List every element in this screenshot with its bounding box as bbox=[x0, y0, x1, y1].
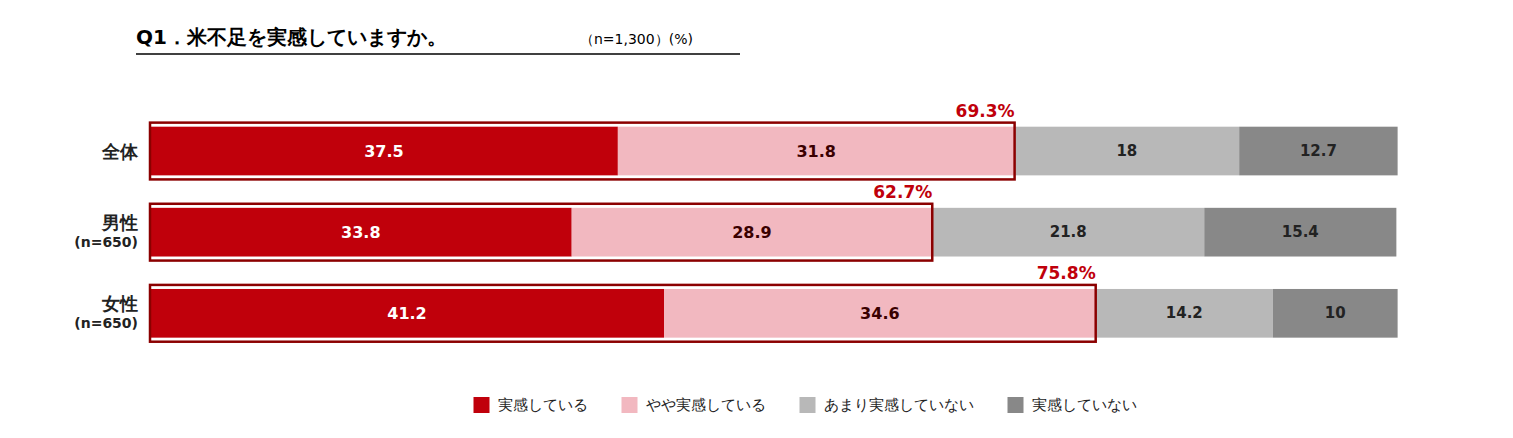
legend-label: やや実感している bbox=[646, 396, 766, 414]
bar-segment bbox=[664, 289, 1096, 338]
title: Q1．米不足を実感していますか。 bbox=[136, 25, 447, 49]
data-label: 12.7 bbox=[1300, 142, 1337, 160]
data-label: 41.2 bbox=[387, 304, 426, 323]
title-underline bbox=[136, 53, 740, 55]
bar-segment bbox=[618, 127, 1015, 176]
legend-label: 実感している bbox=[498, 396, 588, 414]
legend: 実感している やや実感している あまり実感していない 実感していない bbox=[474, 396, 1137, 414]
legend-swatch bbox=[622, 397, 638, 413]
bar-segment bbox=[150, 208, 572, 257]
chart-svg: Q1．米不足を実感していますか。 （n=1,300）(%) 37.5 31.8 18 12… bbox=[0, 0, 1513, 438]
data-label: 33.8 bbox=[341, 223, 380, 242]
legend-swatch bbox=[1008, 397, 1024, 413]
data-labels: 37.5 31.8 18 12.7 69.3% 33.8 28.9 21.8 15.4 62.7%… bbox=[341, 101, 1346, 323]
bar-segment bbox=[150, 127, 618, 176]
data-label: 21.8 bbox=[1050, 223, 1087, 241]
annotation: 62.7% bbox=[873, 182, 932, 202]
data-label: 14.2 bbox=[1166, 304, 1203, 322]
category-label: 全体 bbox=[101, 141, 139, 162]
combined-box bbox=[150, 123, 1015, 180]
bar-segment bbox=[572, 208, 933, 257]
data-label: 28.9 bbox=[732, 223, 771, 242]
background bbox=[0, 0, 1513, 438]
category-label: 男性(n=650) bbox=[74, 212, 138, 251]
bars bbox=[150, 127, 1398, 338]
data-label: 31.8 bbox=[796, 142, 835, 161]
bar-segment bbox=[1015, 127, 1240, 176]
combined-box bbox=[150, 204, 932, 261]
bar-segment bbox=[1096, 289, 1273, 338]
legend-label: あまり実感していない bbox=[824, 396, 974, 414]
data-label: 15.4 bbox=[1282, 223, 1319, 241]
data-label: 34.6 bbox=[860, 304, 899, 323]
data-label: 18 bbox=[1116, 142, 1137, 160]
chart-container: Q1．米不足を実感していますか。 （n=1,300）(%) 37.5 31.8 18 12… bbox=[0, 0, 1513, 438]
bar-segment bbox=[1273, 289, 1398, 338]
data-label: 10 bbox=[1325, 304, 1346, 322]
category-label: 女性(n=650) bbox=[74, 293, 138, 332]
legend-label: 実感していない bbox=[1032, 396, 1137, 414]
bar-segment bbox=[1239, 127, 1397, 176]
overlays bbox=[150, 123, 1096, 342]
legend-swatch bbox=[474, 397, 490, 413]
bar-segment bbox=[1204, 208, 1396, 257]
annotation: 75.8% bbox=[1037, 263, 1096, 283]
annotation: 69.3% bbox=[956, 101, 1015, 121]
data-label: 37.5 bbox=[364, 142, 403, 161]
subtitle: （n=1,300）(%) bbox=[580, 31, 693, 47]
bar-segment bbox=[150, 289, 664, 338]
legend-swatch bbox=[800, 397, 816, 413]
bar-segment bbox=[932, 208, 1204, 257]
combined-box bbox=[150, 285, 1096, 342]
